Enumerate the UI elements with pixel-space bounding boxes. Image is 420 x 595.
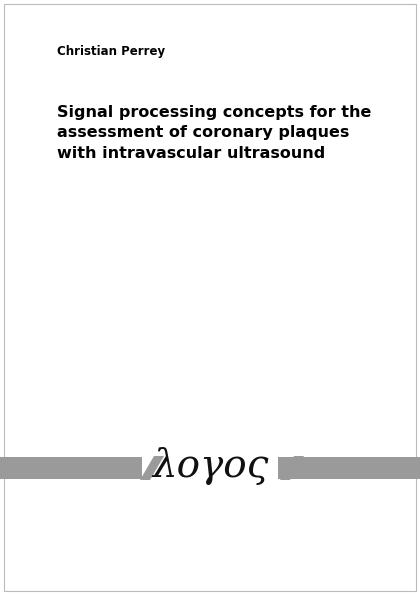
Text: Christian Perrey: Christian Perrey — [57, 45, 165, 58]
Text: λoγoς: λoγoς — [152, 447, 268, 485]
Text: Signal processing concepts for the
assessment of coronary plaques
with intravasc: Signal processing concepts for the asses… — [57, 105, 371, 161]
Bar — [0, 457, 420, 479]
Polygon shape — [140, 456, 164, 480]
Bar — [142, 455, 278, 481]
Polygon shape — [280, 456, 304, 480]
